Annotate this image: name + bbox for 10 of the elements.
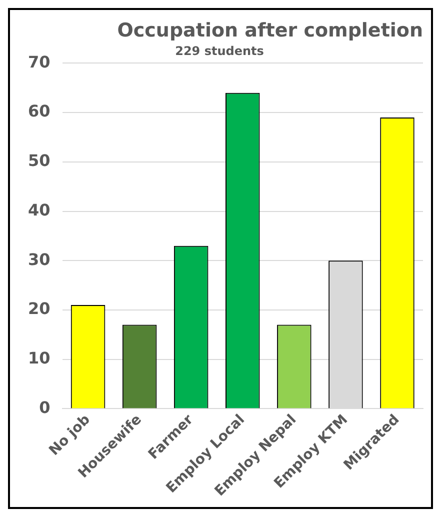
y-tick-label: 70 [28, 52, 50, 72]
y-tick-label: 0 [39, 398, 50, 417]
y-tick-label: 40 [28, 200, 50, 220]
y-tick-label: 20 [28, 299, 50, 318]
chart-title: Occupation after completion [117, 19, 423, 42]
y-tick-label: 30 [28, 250, 50, 269]
chart-subtitle: 229 students [175, 44, 264, 58]
y-tick-label: 10 [28, 348, 50, 368]
y-tick-label: 60 [28, 102, 50, 121]
y-tick-label: 50 [28, 151, 50, 170]
